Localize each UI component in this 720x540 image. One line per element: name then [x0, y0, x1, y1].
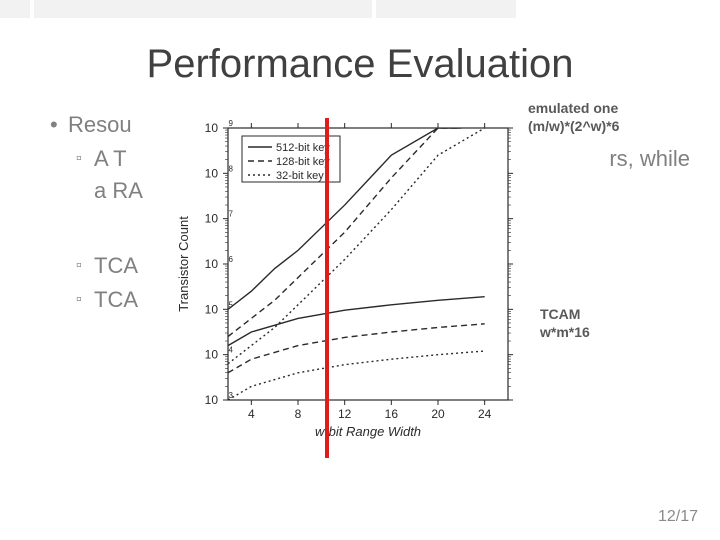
bullet-arrow-icon: ▫	[76, 251, 94, 281]
svg-text:4: 4	[229, 346, 234, 355]
annotation-tcam: TCAM w*m*16	[540, 306, 590, 341]
bullet-dot-icon: •	[50, 112, 68, 138]
svg-text:4: 4	[248, 407, 255, 421]
svg-text:24: 24	[478, 407, 492, 421]
svg-text:8: 8	[295, 407, 302, 421]
bullet2c: TCA	[94, 285, 138, 315]
spacer-icon	[76, 176, 94, 206]
svg-text:16: 16	[385, 407, 399, 421]
svg-text:6: 6	[229, 255, 234, 264]
ann-top-l2: (m/w)*(2^w)*6	[528, 118, 619, 136]
svg-text:7: 7	[229, 210, 234, 219]
ann-mid-l2: w*m*16	[540, 324, 590, 342]
svg-text:12: 12	[338, 407, 352, 421]
svg-text:10: 10	[205, 121, 219, 135]
chart-svg: 1031041051061071081094812162024w-bit Ran…	[170, 118, 524, 448]
svg-text:10: 10	[205, 348, 219, 362]
bullet-arrow-icon: ▫	[76, 144, 94, 174]
red-vertical-marker	[325, 118, 329, 458]
slide-title: Performance Evaluation	[0, 42, 720, 87]
top-band-segment	[376, 0, 516, 18]
transistor-count-chart: 1031041051061071081094812162024w-bit Ran…	[170, 118, 524, 448]
svg-text:Transistor Count: Transistor Count	[176, 216, 191, 312]
svg-text:10: 10	[205, 166, 219, 180]
bullet2a-left: A T	[94, 144, 127, 174]
svg-text:10: 10	[205, 302, 219, 316]
svg-text:10: 10	[205, 393, 219, 407]
svg-text:9: 9	[229, 119, 234, 128]
annotation-emulated: emulated one (m/w)*(2^w)*6	[528, 100, 619, 135]
svg-text:128-bit key: 128-bit key	[276, 156, 330, 168]
svg-text:32-bit key: 32-bit key	[276, 170, 324, 182]
ann-top-l1: emulated one	[528, 100, 619, 118]
bullet2a-line2: a RA	[94, 176, 143, 206]
svg-text:20: 20	[431, 407, 445, 421]
svg-text:w-bit Range Width: w-bit Range Width	[315, 424, 421, 439]
page-number: 12/17	[658, 508, 698, 526]
svg-text:10: 10	[205, 257, 219, 271]
ann-mid-l1: TCAM	[540, 306, 590, 324]
top-band-segment	[34, 0, 372, 18]
bullet1-text: Resou	[68, 112, 132, 138]
bullet2a-right: rs, while	[609, 144, 690, 174]
svg-text:8: 8	[229, 164, 234, 173]
slide: Performance Evaluation • Resou ▫ A T rs,…	[0, 0, 720, 540]
bullet2b: TCA	[94, 251, 138, 281]
bullet2a-line1: A T	[94, 146, 127, 171]
svg-text:10: 10	[205, 212, 219, 226]
bullet-arrow-icon: ▫	[76, 285, 94, 315]
svg-text:512-bit key: 512-bit key	[276, 142, 330, 154]
top-band-segment	[0, 0, 30, 18]
